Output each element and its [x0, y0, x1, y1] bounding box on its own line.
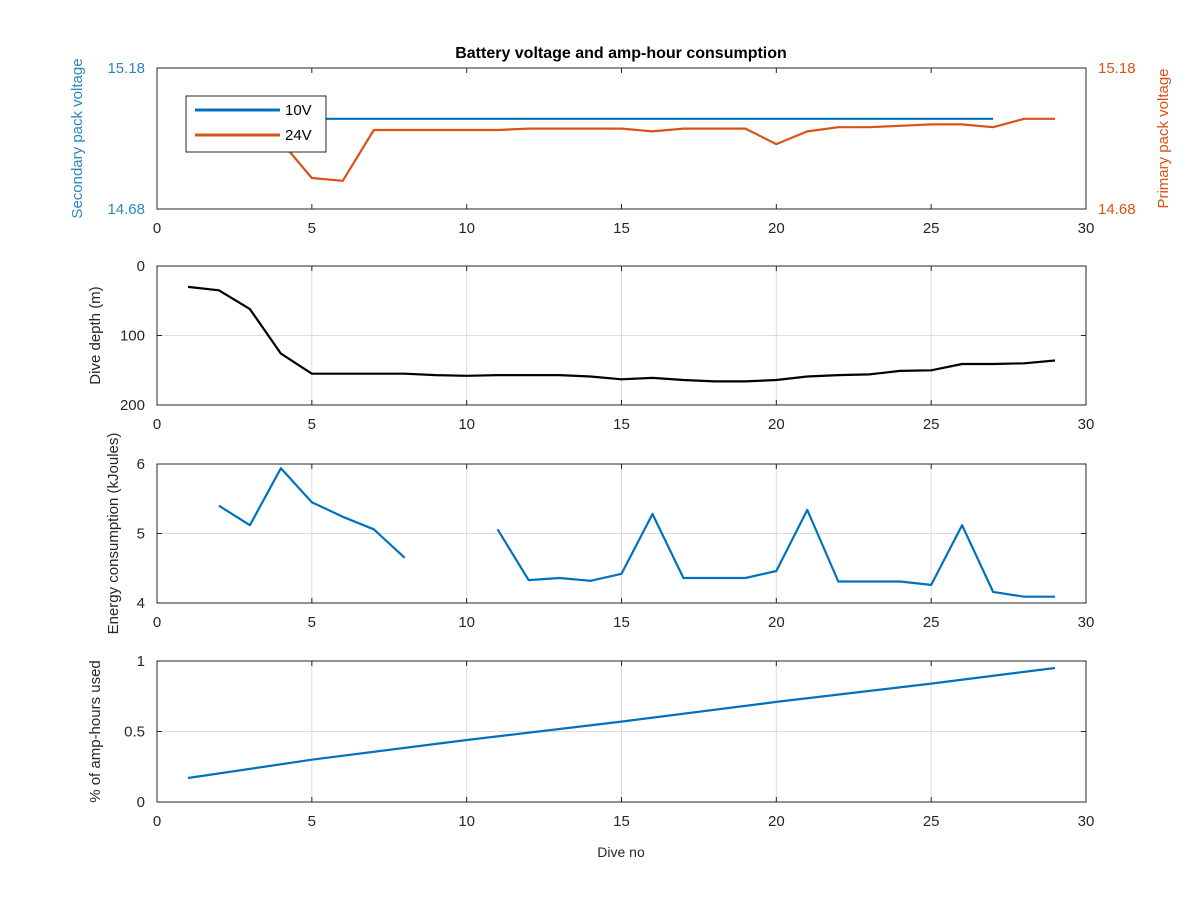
x-tick-label: 10 — [458, 813, 475, 830]
subplot-2: 0 5 10 15 20 25 30 0 100 200 Dive depth (m) — [87, 258, 1094, 433]
legend-label: 10V — [285, 102, 312, 119]
x-tick-label: 25 — [923, 813, 940, 830]
x-tick-label: 0 — [153, 220, 161, 237]
x-tick-label: 10 — [458, 220, 475, 237]
y-tick-label: 6 — [137, 456, 145, 473]
series-line-1 — [187, 666, 1056, 780]
subplot-3: 0 5 10 15 20 25 30 4 5 6 Energy consumption (kJoul… — [105, 433, 1094, 635]
x-tick-label: 20 — [768, 220, 785, 237]
series-line-1 — [218, 467, 1055, 598]
y-tick-label: 0 — [137, 258, 145, 275]
y-right-tick-label: 14.68 — [1098, 201, 1136, 218]
y-tick-label: 15.18 — [107, 60, 145, 77]
y-tick-label: 200 — [120, 397, 145, 414]
x-tick-label: 30 — [1078, 220, 1095, 237]
y-tick-label: 0.5 — [124, 724, 145, 741]
x-tick-label: 15 — [613, 813, 630, 830]
series-line-1 — [187, 285, 1056, 383]
x-tick-label: 10 — [458, 614, 475, 631]
y-right-axis-label: Primary pack voltage — [1155, 68, 1172, 208]
x-tick-label: 5 — [308, 416, 316, 433]
y-tick-label: 1 — [137, 653, 145, 670]
subplot-1: 0 5 10 15 20 25 3014.6815.1814.6815.18Secondar… — [69, 58, 1172, 237]
x-tick-label: 5 — [308, 220, 316, 237]
subplots: 0 5 10 15 20 25 3014.6815.1814.6815.18Secondar… — [69, 58, 1172, 830]
legend-box — [185, 95, 327, 153]
x-tick-label: 0 — [153, 813, 161, 830]
y-tick-label: 100 — [120, 328, 145, 345]
y-tick-label: 4 — [137, 595, 145, 612]
y-axis-label: Energy consumption (kJoules) — [105, 433, 122, 635]
x-tick-label: 25 — [923, 614, 940, 631]
subplot-4: 0 5 10 15 20 25 30 0 0.5 1 % of amp-hours used — [87, 653, 1094, 830]
y-tick-label: 5 — [137, 526, 145, 543]
x-tick-label: 0 — [153, 416, 161, 433]
y-tick-label: 14.68 — [107, 201, 145, 218]
x-tick-label: 30 — [1078, 614, 1095, 631]
x-tick-label: 15 — [613, 614, 630, 631]
x-tick-label: 25 — [923, 220, 940, 237]
x-tick-label: 5 — [308, 614, 316, 631]
y-right-tick-label: 15.18 — [1098, 60, 1136, 77]
x-tick-label: 0 — [153, 614, 161, 631]
legend-label: 24V — [285, 127, 312, 144]
x-axis-label: Dive no — [597, 844, 645, 860]
figure-title: Battery voltage and amp-hour consumption — [455, 45, 787, 62]
x-tick-label: 20 — [768, 614, 785, 631]
x-tick-label: 20 — [768, 416, 785, 433]
y-axis-label: % of amp-hours used — [87, 660, 104, 803]
x-tick-label: 20 — [768, 813, 785, 830]
x-tick-label: 25 — [923, 416, 940, 433]
x-tick-label: 30 — [1078, 813, 1095, 830]
y-tick-label: 0 — [137, 794, 145, 811]
x-tick-label: 5 — [308, 813, 316, 830]
x-tick-label: 30 — [1078, 416, 1095, 433]
x-tick-label: 15 — [613, 416, 630, 433]
y-axis-label: Secondary pack voltage — [69, 58, 86, 218]
series-line-24v — [280, 117, 1055, 182]
y-axis-label: Dive depth (m) — [87, 286, 104, 384]
x-tick-label: 15 — [613, 220, 630, 237]
x-tick-label: 10 — [458, 416, 475, 433]
